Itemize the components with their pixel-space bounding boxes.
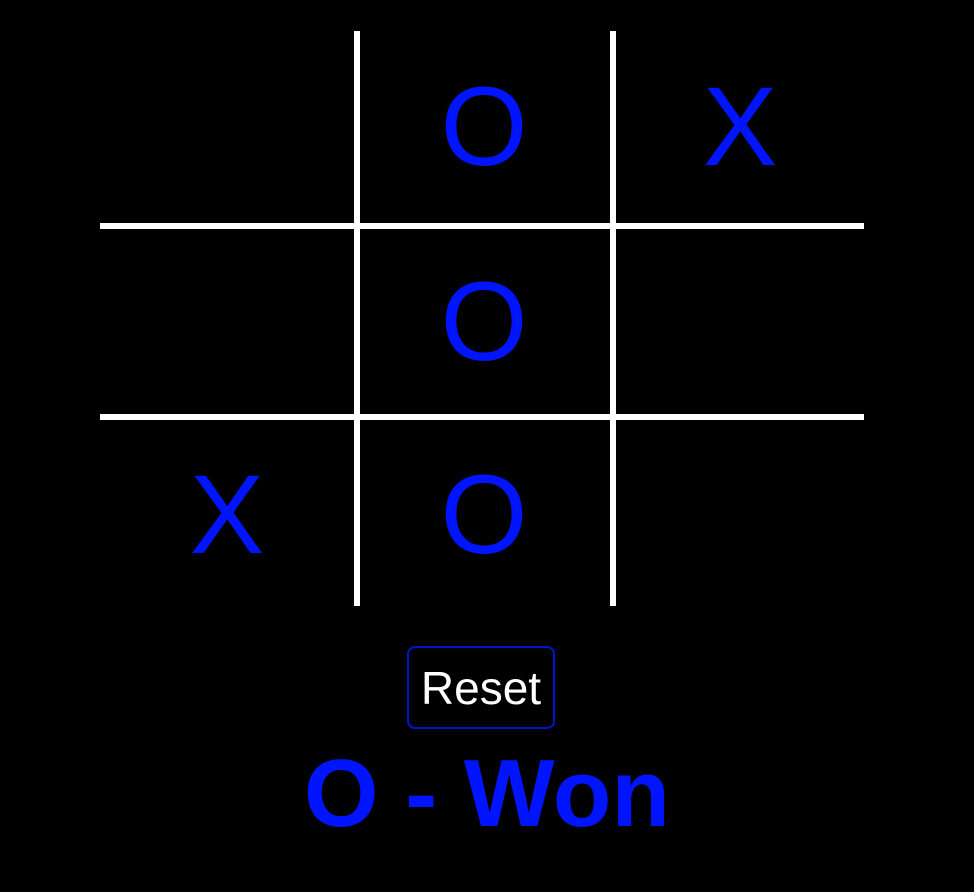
- board-cell-6[interactable]: [613, 226, 867, 417]
- board-cell-9[interactable]: [613, 419, 867, 610]
- board-cell-3[interactable]: X: [613, 31, 867, 222]
- grid-line-vertical-2: [610, 31, 616, 606]
- cell-mark: X: [702, 63, 778, 189]
- cell-mark: X: [189, 451, 265, 577]
- grid-line-vertical-1: [354, 31, 360, 606]
- board-cell-2[interactable]: O: [357, 31, 611, 222]
- cell-mark: O: [440, 63, 528, 189]
- grid-line-horizontal-1: [100, 223, 864, 229]
- game-board: O X O X O: [100, 31, 864, 606]
- board-cell-7[interactable]: X: [100, 419, 354, 610]
- cell-mark: O: [440, 258, 528, 384]
- board-cell-1[interactable]: [100, 31, 354, 222]
- game-status: O - Won: [303, 740, 671, 847]
- board-cell-4[interactable]: [100, 226, 354, 417]
- board-cell-5[interactable]: O: [357, 226, 611, 417]
- board-cell-8[interactable]: O: [357, 419, 611, 610]
- reset-button[interactable]: Reset: [407, 646, 555, 729]
- grid-line-horizontal-2: [100, 414, 864, 420]
- cell-mark: O: [440, 451, 528, 577]
